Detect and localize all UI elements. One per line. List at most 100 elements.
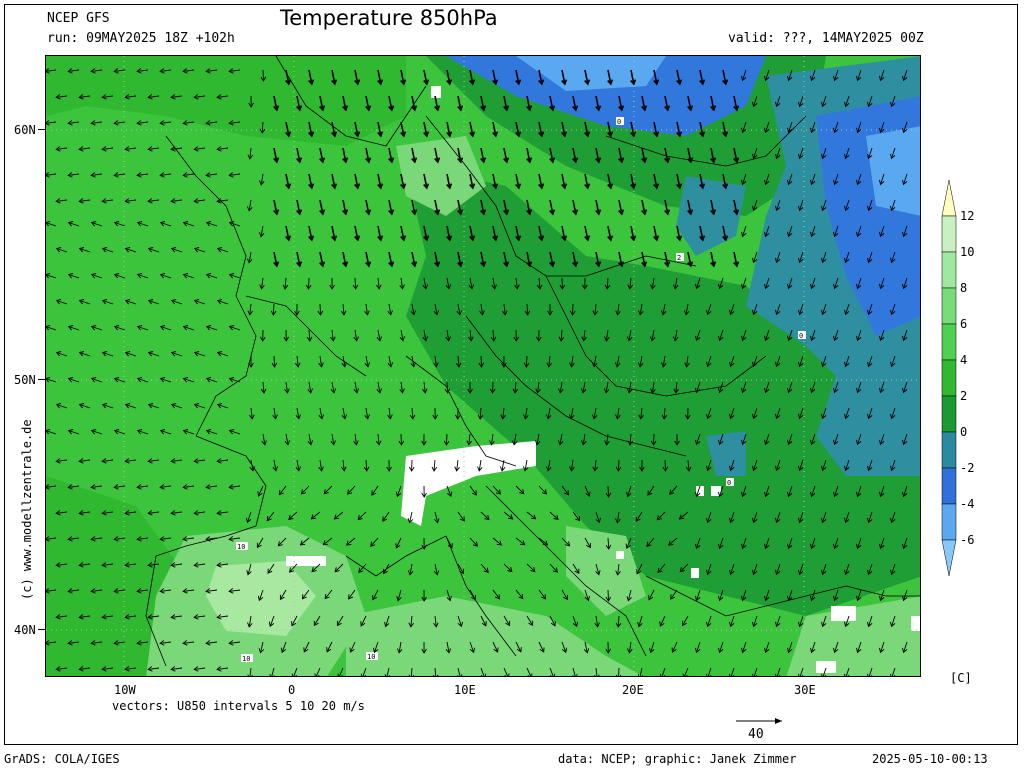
wind-vector [538, 485, 547, 495]
wind-vector-head [879, 647, 885, 654]
wind-vector-head [159, 429, 166, 435]
wind-vector-head [205, 68, 211, 74]
wind-vector-head [810, 595, 816, 602]
wind-vector [799, 355, 804, 367]
wind-vector-head [684, 362, 690, 368]
wind-vector-head [706, 465, 712, 472]
wind-vector-head [752, 621, 758, 628]
wind-vector-head [113, 640, 119, 646]
wind-vector [811, 433, 816, 445]
wind-vector [730, 615, 735, 627]
wind-vector [788, 69, 793, 81]
wind-vector-head [561, 131, 568, 138]
wind-vector [822, 355, 827, 367]
wind-vector-head [810, 127, 816, 134]
wind-vector [260, 225, 264, 237]
wind-vector-head [833, 543, 839, 550]
wind-vector-head [318, 414, 325, 420]
wind-vector-head [136, 377, 143, 383]
wind-vector-head [248, 362, 254, 368]
wind-vector [148, 459, 160, 462]
wind-vector [719, 485, 724, 497]
wind-vector [687, 199, 692, 215]
wind-vector-head [136, 221, 143, 227]
wind-vector-head [421, 544, 427, 550]
wind-vector-head [549, 261, 556, 268]
wind-vector [742, 329, 747, 341]
wind-vector [617, 459, 620, 472]
wind-vector-head [330, 440, 336, 446]
wind-vector-head [377, 183, 384, 190]
wind-vector [857, 121, 862, 133]
wind-vector [206, 378, 218, 383]
wind-vector-head [285, 79, 292, 86]
wind-vector [269, 615, 275, 627]
wind-vector-head [136, 536, 142, 542]
wind-vector [617, 303, 620, 315]
wind-vector-head [729, 673, 735, 676]
wind-vector [811, 589, 816, 601]
wind-vector [880, 485, 885, 497]
wind-vector [753, 511, 758, 523]
wind-vector-head [607, 131, 614, 138]
wind-vector [561, 173, 566, 189]
wind-vector [148, 199, 160, 202]
wind-vector-head [833, 387, 839, 394]
wind-vector [125, 147, 137, 150]
wind-vector [411, 355, 415, 367]
wind-vector [492, 121, 497, 137]
wind-vector [319, 355, 323, 367]
map-area[interactable]: 0 2 0 0 10 10 10 [45, 55, 921, 677]
wind-vector-head [331, 131, 338, 138]
wind-vector-head [810, 283, 816, 290]
run-label: run: 09MAY2025 18Z +102h [47, 31, 235, 46]
wind-vector-head [457, 261, 464, 268]
footer-center: data: NCEP; graphic: Janek Zimmer [558, 752, 797, 766]
wind-vector-head [480, 209, 487, 216]
wind-vector [285, 381, 288, 393]
wind-vector [593, 407, 597, 419]
wind-vector [891, 303, 896, 315]
wind-vector [217, 667, 229, 670]
wind-vector-head [353, 388, 360, 394]
wind-vector-head [607, 235, 614, 242]
wind-vector-head [890, 205, 896, 212]
wind-vector-head [668, 540, 674, 546]
wind-vector [503, 303, 506, 315]
wind-vector-head [46, 377, 51, 383]
wind-vector [326, 641, 333, 653]
wind-vector [880, 433, 885, 445]
wind-vector [457, 251, 462, 267]
wind-vector-head [627, 284, 633, 290]
wind-vector-head [113, 377, 120, 383]
wind-vector [503, 95, 508, 111]
wind-vector-head [257, 595, 264, 602]
wind-vector [857, 381, 862, 393]
wind-vector-head [615, 570, 621, 576]
wind-vector [776, 615, 781, 627]
wind-vector [229, 641, 241, 644]
wind-vector [492, 485, 501, 495]
wind-vector-head [376, 336, 383, 342]
wind-vector-head [752, 413, 758, 420]
wind-vector-head [471, 490, 477, 496]
wind-vector-head [687, 157, 694, 164]
wind-vector [323, 537, 333, 546]
wind-vector-head [364, 362, 371, 368]
wind-vector [125, 459, 137, 462]
wind-vector [548, 355, 551, 367]
wind-vector [206, 537, 218, 540]
wind-vector-head [399, 284, 405, 290]
wind-vector-head [580, 388, 587, 394]
wind-vector-head [867, 569, 873, 576]
wind-vector [354, 381, 358, 393]
wind-vector [857, 225, 862, 237]
wind-vector [423, 69, 428, 85]
wind-vector-head [422, 388, 428, 394]
wind-vector-head [626, 491, 632, 498]
wind-vector-head [549, 209, 556, 216]
wind-vector [410, 667, 413, 676]
wind-vector-head [364, 414, 370, 420]
wind-vector-head [78, 562, 84, 568]
wind-vector [262, 433, 266, 445]
